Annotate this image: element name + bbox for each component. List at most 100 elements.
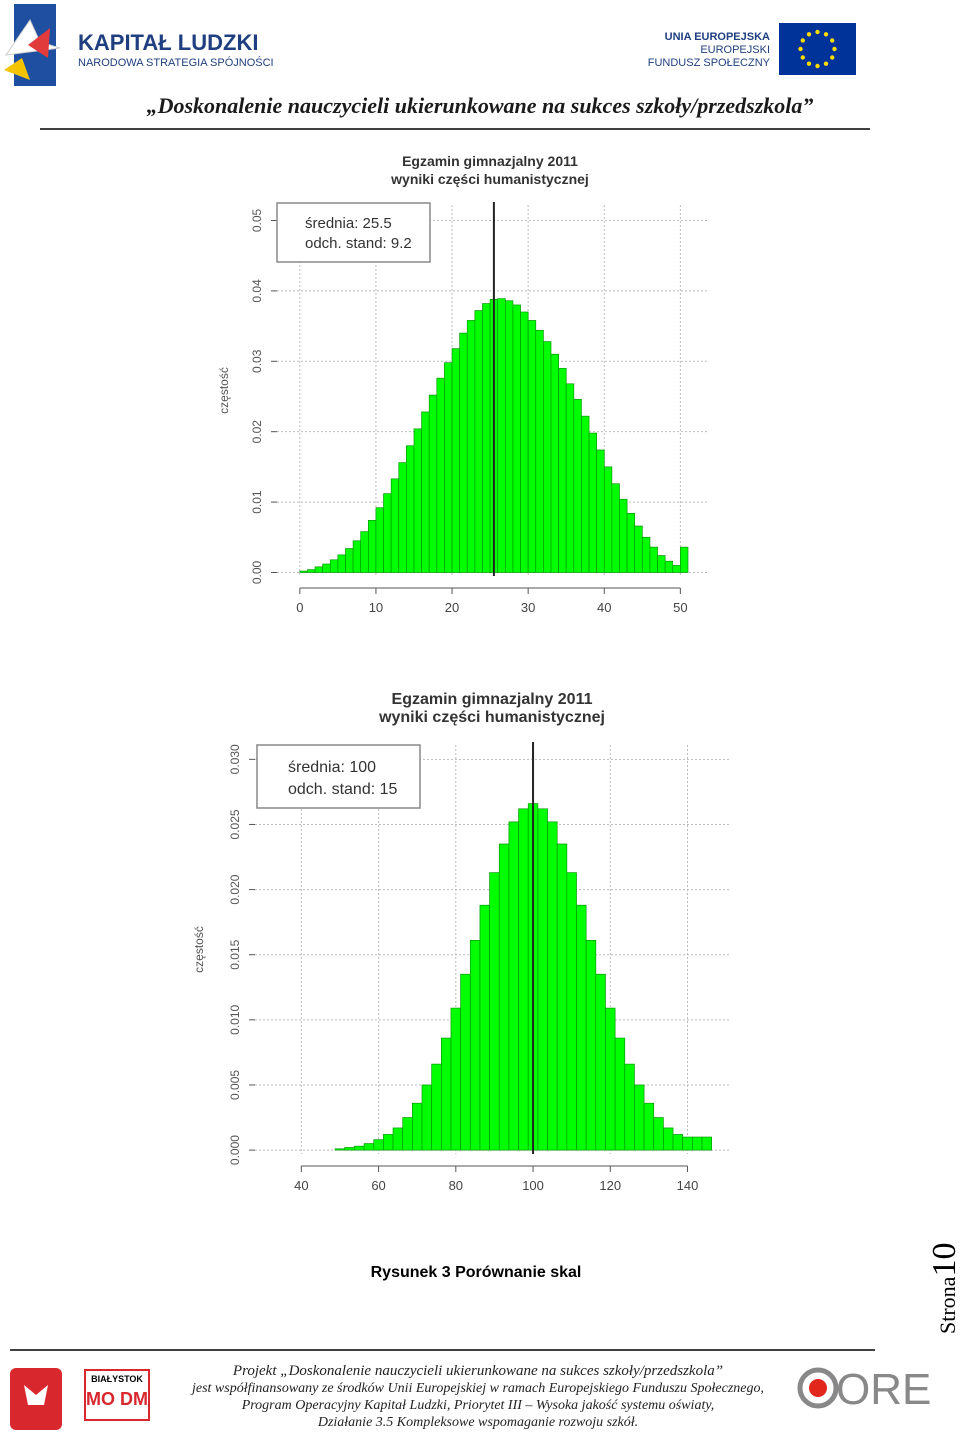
eu-star	[815, 29, 820, 35]
bar	[504, 300, 514, 573]
annotation: odch. stand: 15	[288, 781, 398, 798]
x-tick-label: 30	[521, 600, 535, 615]
kapital-ludzki-logo	[4, 4, 61, 86]
eu-star	[800, 38, 805, 43]
bar	[299, 570, 308, 573]
bar	[537, 808, 548, 1151]
bar	[383, 1134, 394, 1151]
bar	[466, 320, 476, 573]
x-tick-label: 60	[371, 1178, 385, 1193]
bar	[322, 563, 331, 573]
bar	[421, 411, 430, 573]
eu-star	[830, 55, 835, 60]
bar	[581, 415, 590, 573]
logo-title: KAPITAŁ LUDZKI	[78, 30, 258, 55]
bar	[672, 565, 681, 573]
bar	[460, 973, 471, 1151]
bar	[512, 304, 521, 573]
bar	[641, 536, 651, 573]
header-title: „Doskonalenie nauczycieli ukierunkowane …	[146, 93, 814, 118]
bar	[444, 362, 453, 573]
bar	[450, 1007, 461, 1151]
ore-dot	[809, 1379, 827, 1397]
footer-line: jest współfinansowany ze środków Unii Eu…	[191, 1381, 764, 1396]
bar	[406, 445, 415, 573]
annotation-box	[276, 202, 431, 263]
figure-caption: Rysunek 3 Porównanie skal	[370, 1264, 582, 1281]
y-tick-label: 0.01	[250, 490, 264, 514]
bar	[649, 546, 658, 573]
bar	[412, 1102, 423, 1151]
eu-star	[823, 61, 829, 66]
bar	[373, 1139, 384, 1151]
bar	[619, 498, 628, 573]
x-tick-label: 40	[597, 600, 611, 615]
chart-title: Egzamin gimnazjalny 2011	[392, 691, 593, 708]
bar	[558, 367, 567, 573]
chart-subtitle: wyniki części humanistycznej	[378, 709, 605, 726]
bar	[664, 560, 674, 573]
bar	[459, 332, 468, 573]
bar	[421, 1084, 433, 1151]
logo-star	[4, 58, 30, 80]
eu-text: EUROPEJSKI	[700, 44, 770, 56]
bar	[498, 843, 510, 1151]
bar	[354, 1145, 365, 1151]
bar	[482, 303, 491, 573]
bar	[653, 1117, 664, 1151]
page-number: Strona10	[926, 1204, 960, 1334]
bar	[691, 1136, 703, 1151]
modm-name: MO DM	[86, 1389, 148, 1409]
bar	[469, 940, 481, 1151]
logo-subtitle: NARODOWA STRATEGIA SPÓJNOŚCI	[78, 56, 274, 69]
crest-eagle	[24, 1385, 48, 1405]
bar	[614, 1037, 626, 1151]
y-axis-label: częstość	[192, 926, 206, 973]
modm-logo	[84, 1369, 150, 1421]
bar	[603, 466, 613, 573]
y-tick-label: 0.02	[250, 420, 264, 444]
bar	[352, 540, 362, 573]
page-number-value: 10	[926, 1242, 960, 1277]
bar	[489, 872, 500, 1151]
footer-line: Działanie 3.5 Kompleksowe wspomaganie ro…	[317, 1415, 639, 1430]
y-tick-label: 0.05	[250, 208, 264, 232]
bar	[451, 348, 461, 573]
chart-subtitle: wyniki części humanistycznej	[390, 171, 589, 187]
bar	[329, 559, 339, 573]
bar	[680, 546, 689, 573]
y-tick-label: 0.00	[250, 560, 264, 584]
bar	[334, 1148, 346, 1151]
y-tick-label: 0.005	[228, 1070, 242, 1100]
eu-star	[798, 46, 803, 52]
bar	[383, 493, 392, 573]
x-tick-label: 100	[522, 1178, 544, 1193]
y-tick-label: 0.025	[228, 809, 242, 839]
x-tick-label: 140	[677, 1178, 699, 1193]
bar	[672, 1134, 684, 1151]
bar	[543, 341, 552, 573]
bar	[556, 843, 568, 1151]
bar	[413, 428, 422, 573]
bar	[566, 872, 577, 1151]
y-tick-label: 0.020	[228, 874, 242, 904]
bar	[479, 904, 490, 1151]
y-tick-label: 0.010	[228, 1004, 242, 1034]
bar	[344, 1147, 355, 1151]
bar	[392, 1127, 404, 1151]
eu-star	[806, 32, 812, 37]
bar	[402, 1117, 413, 1151]
logo-star	[28, 28, 50, 58]
y-tick-label: 0.030	[228, 744, 242, 774]
ore-logo: ORE	[836, 1365, 931, 1414]
bar	[431, 1063, 442, 1151]
ore-ring	[797, 1367, 839, 1409]
bar	[634, 1084, 645, 1151]
bar	[701, 1136, 713, 1151]
y-tick-label: 0.03	[250, 349, 264, 373]
chart-title: Egzamin gimnazjalny 2011	[402, 153, 578, 169]
bar	[314, 566, 324, 573]
bar	[595, 973, 606, 1151]
eu-star	[832, 46, 837, 52]
